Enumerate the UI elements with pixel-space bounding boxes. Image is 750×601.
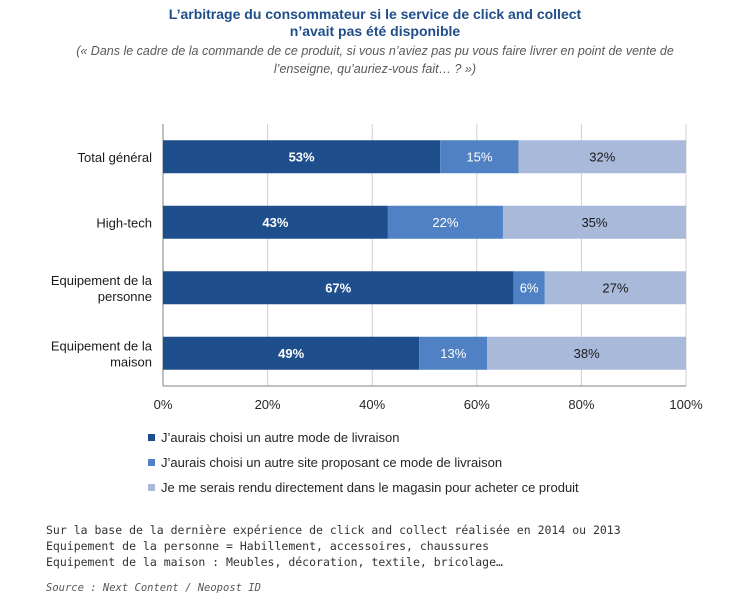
- category-label: Equipement de la maison: [51, 338, 153, 369]
- legend-label-3: Je me serais rendu directement dans le m…: [161, 480, 579, 495]
- data-label: 22%: [432, 215, 458, 230]
- bar-segment: [518, 140, 686, 174]
- data-label: 49%: [278, 346, 304, 361]
- bar-segment: [163, 336, 420, 370]
- bar-segment: [513, 271, 545, 305]
- chart-title-line-2: n’avait pas été disponible: [289, 23, 461, 39]
- data-label: 53%: [289, 149, 315, 164]
- note-line-2: Equipement de la personne = Habillement,…: [46, 539, 490, 553]
- chart-subtitle-line-1: (« Dans le cadre de la commande de ce pr…: [76, 44, 674, 58]
- x-tick-label: 60%: [464, 397, 490, 412]
- bar-segment: [163, 205, 388, 239]
- stacked-bar-chart: 0% 20% 40% 60% 80% 100% Total général 53% 15% 32%…: [51, 124, 703, 412]
- note-line-1: Sur la base de la dernière expérience de…: [46, 523, 621, 537]
- legend-item-3: Je me serais rendu directement dans le m…: [148, 475, 579, 500]
- note-line-3: Equipement de la maison : Meubles, décor…: [46, 555, 503, 569]
- legend-item-2: J’aurais choisi un autre site proposant …: [148, 450, 579, 475]
- bar-segment: [163, 271, 514, 305]
- data-label: 38%: [574, 346, 600, 361]
- data-label: 67%: [325, 280, 351, 295]
- chart-subtitle: (« Dans le cadre de la commande de ce pr…: [20, 42, 730, 78]
- data-label: 35%: [581, 215, 607, 230]
- bar-segment: [487, 336, 686, 370]
- x-tick-label: 40%: [359, 397, 385, 412]
- x-tick-label: 0%: [154, 397, 173, 412]
- legend-swatch-1: [148, 434, 155, 441]
- legend-label-2: J’aurais choisi un autre site proposant …: [161, 455, 503, 470]
- legend-swatch-3: [148, 484, 155, 491]
- bar-segment: [387, 205, 503, 239]
- bar-segment: [544, 271, 686, 305]
- chart-subtitle-line-2: l’enseigne, qu’auriez-vous fait… ? »): [273, 62, 477, 76]
- data-label: 15%: [466, 149, 492, 164]
- category-label: Total général: [78, 150, 153, 165]
- data-label: 13%: [440, 346, 466, 361]
- data-label: 6%: [520, 280, 539, 295]
- category-label: High-tech: [96, 215, 152, 230]
- x-tick-label: 80%: [568, 397, 594, 412]
- data-label: 43%: [262, 215, 288, 230]
- bar-segment: [440, 140, 519, 174]
- bar-segment: [502, 205, 686, 239]
- bar-segment: [419, 336, 488, 370]
- category-label: Equipement de la personne: [51, 273, 153, 304]
- x-tick-label: 20%: [255, 397, 281, 412]
- x-tick-label: 100%: [669, 397, 703, 412]
- chart-source: Source : Next Content / Neopost ID: [46, 582, 261, 594]
- data-label: 32%: [589, 149, 615, 164]
- chart-notes: Sur la base de la dernière expérience de…: [46, 522, 621, 570]
- legend-label-1: J’aurais choisi un autre mode de livrais…: [161, 430, 400, 445]
- chart-title: L’arbitrage du consommateur si le servic…: [0, 6, 750, 40]
- chart-legend: J’aurais choisi un autre mode de livrais…: [148, 425, 579, 500]
- legend-swatch-2: [148, 459, 155, 466]
- data-label: 27%: [602, 280, 628, 295]
- chart-title-line-1: L’arbitrage du consommateur si le servic…: [168, 6, 582, 22]
- bar-segment: [163, 140, 441, 174]
- legend-item-1: J’aurais choisi un autre mode de livrais…: [148, 425, 579, 450]
